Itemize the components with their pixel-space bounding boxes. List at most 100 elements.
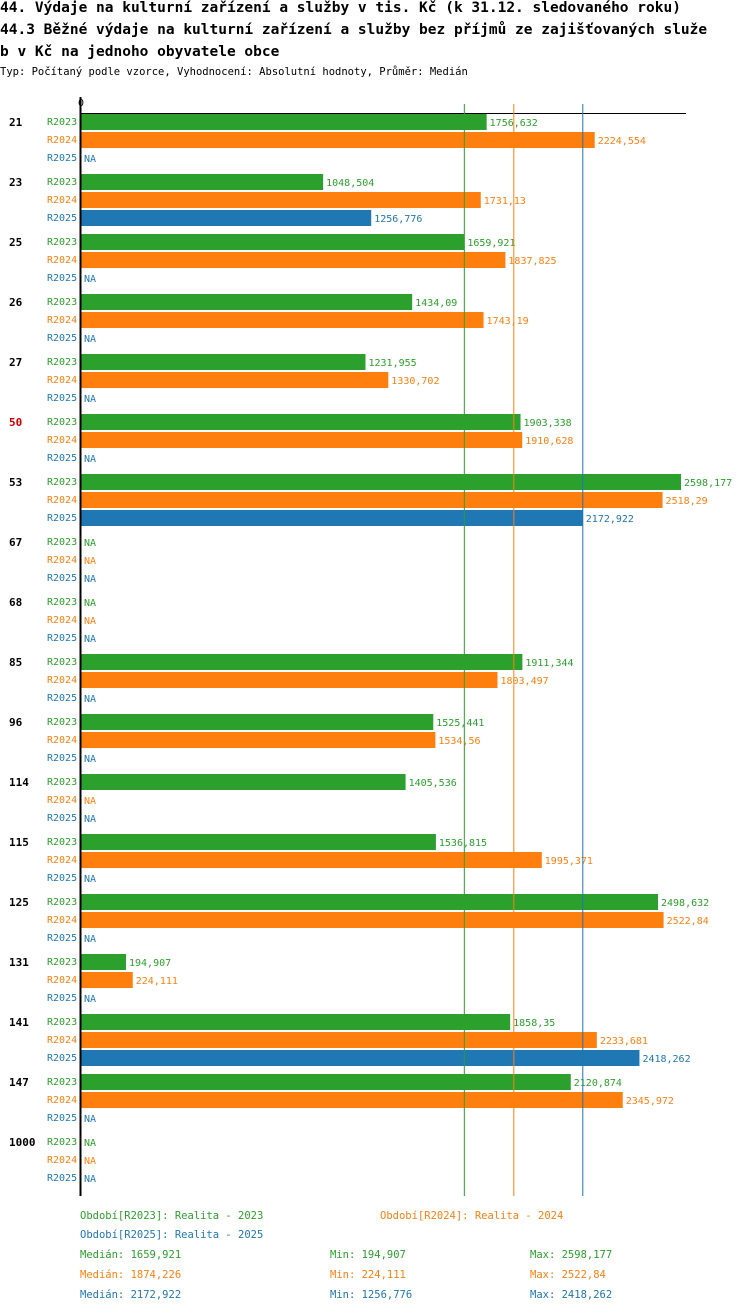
group-label: 50 bbox=[9, 416, 22, 429]
stat-min-r2024: Min: 224,111 bbox=[330, 1269, 406, 1281]
group-label: 96 bbox=[9, 716, 23, 729]
data-label: 2233,681 bbox=[600, 1036, 648, 1047]
bar bbox=[81, 312, 484, 328]
bar bbox=[81, 654, 523, 670]
series-label: R2025 bbox=[47, 333, 77, 344]
series-label: R2024 bbox=[47, 1095, 77, 1106]
data-label-na: NA bbox=[84, 334, 96, 345]
bar bbox=[81, 852, 542, 868]
group-label: 21 bbox=[9, 116, 23, 129]
data-label-na: NA bbox=[84, 934, 96, 945]
legend-r2024: Období[R2024]: Realita - 2024 bbox=[380, 1210, 564, 1222]
series-label: R2024 bbox=[47, 555, 77, 566]
data-label-na: NA bbox=[84, 394, 96, 405]
data-label-na: NA bbox=[84, 1138, 96, 1149]
group-label: 141 bbox=[9, 1016, 29, 1029]
data-label: 1910,628 bbox=[525, 436, 573, 447]
series-label: R2023 bbox=[47, 237, 77, 248]
group-label: 68 bbox=[9, 596, 22, 609]
data-label: 2345,972 bbox=[626, 1096, 674, 1107]
data-label: 1743,19 bbox=[487, 316, 529, 327]
bar bbox=[81, 894, 659, 910]
bar bbox=[81, 714, 434, 730]
group-label: 25 bbox=[9, 236, 22, 249]
chart-title-line-2: 44.3 Běžné výdaje na kulturní zařízení a… bbox=[0, 22, 708, 38]
series-label: R2024 bbox=[47, 675, 77, 686]
bar bbox=[81, 510, 583, 526]
series-label: R2025 bbox=[47, 1113, 77, 1124]
series-label: R2023 bbox=[47, 1137, 77, 1148]
bar-chart: 021R20231756,632R20242224,554R2025NA23R2… bbox=[9, 97, 732, 1196]
data-label: 1048,504 bbox=[326, 178, 374, 189]
series-label: R2023 bbox=[47, 417, 77, 428]
data-label-na: NA bbox=[84, 274, 96, 285]
series-label: R2024 bbox=[47, 855, 77, 866]
series-label: R2025 bbox=[47, 933, 77, 944]
series-label: R2025 bbox=[47, 633, 77, 644]
series-label: R2023 bbox=[47, 477, 77, 488]
data-label: 1534,56 bbox=[438, 736, 480, 747]
series-label: R2024 bbox=[47, 735, 77, 746]
group-label: 125 bbox=[9, 896, 29, 909]
series-label: R2023 bbox=[47, 297, 77, 308]
group-label: 23 bbox=[9, 176, 22, 189]
bar bbox=[81, 474, 681, 490]
data-label: 1858,35 bbox=[513, 1018, 555, 1029]
stat-max-r2023: Max: 2598,177 bbox=[530, 1249, 613, 1261]
series-label: R2024 bbox=[47, 255, 77, 266]
bar bbox=[81, 1092, 623, 1108]
bar bbox=[81, 132, 595, 148]
group-label: 131 bbox=[9, 956, 29, 969]
data-label-na: NA bbox=[84, 1114, 96, 1125]
series-label: R2025 bbox=[47, 813, 77, 824]
series-label: R2024 bbox=[47, 495, 77, 506]
data-label-na: NA bbox=[84, 634, 96, 645]
bar bbox=[81, 354, 366, 370]
series-label: R2023 bbox=[47, 537, 77, 548]
bar bbox=[81, 234, 465, 250]
bar bbox=[81, 912, 664, 928]
group-label: 114 bbox=[9, 776, 29, 789]
chart-subtitle: Typ: Počítaný podle vzorce, Vyhodnocení:… bbox=[0, 66, 468, 78]
data-label: 2120,874 bbox=[574, 1078, 622, 1089]
bar bbox=[81, 252, 506, 268]
data-label-na: NA bbox=[84, 454, 96, 465]
group-label: 85 bbox=[9, 656, 22, 669]
data-label: 1434,09 bbox=[415, 298, 457, 309]
data-label-na: NA bbox=[84, 994, 96, 1005]
series-label: R2024 bbox=[47, 195, 77, 206]
data-label: 2498,632 bbox=[661, 898, 709, 909]
series-label: R2023 bbox=[47, 597, 77, 608]
bar bbox=[81, 834, 436, 850]
data-label-na: NA bbox=[84, 1156, 96, 1167]
data-label: 2172,922 bbox=[586, 514, 634, 525]
series-label: R2025 bbox=[47, 1053, 77, 1064]
data-label: 2418,262 bbox=[642, 1054, 690, 1065]
data-label: 194,907 bbox=[129, 958, 171, 969]
series-label: R2025 bbox=[47, 213, 77, 224]
data-label-na: NA bbox=[84, 694, 96, 705]
data-label: 1256,776 bbox=[374, 214, 422, 225]
series-label: R2024 bbox=[47, 1155, 77, 1166]
series-label: R2024 bbox=[47, 1035, 77, 1046]
bar bbox=[81, 1032, 597, 1048]
stat-median-r2024: Medián: 1874,226 bbox=[80, 1269, 182, 1281]
data-label-na: NA bbox=[84, 874, 96, 885]
data-label: 1330,702 bbox=[391, 376, 439, 387]
data-label-na: NA bbox=[84, 814, 96, 825]
series-label: R2025 bbox=[47, 453, 77, 464]
bar bbox=[81, 672, 498, 688]
group-label: 53 bbox=[9, 476, 22, 489]
data-label: 1525,441 bbox=[436, 718, 484, 729]
series-label: R2023 bbox=[47, 837, 77, 848]
series-label: R2023 bbox=[47, 777, 77, 788]
stat-min-r2023: Min: 194,907 bbox=[330, 1249, 406, 1261]
chart-title-line-3: b v Kč na jednoho obyvatele obce bbox=[0, 44, 280, 60]
series-label: R2023 bbox=[47, 117, 77, 128]
data-label: 1903,338 bbox=[524, 418, 572, 429]
group-label: 26 bbox=[9, 296, 23, 309]
bar bbox=[81, 372, 389, 388]
series-label: R2023 bbox=[47, 177, 77, 188]
series-label: R2025 bbox=[47, 393, 77, 404]
group-label: 115 bbox=[9, 836, 29, 849]
